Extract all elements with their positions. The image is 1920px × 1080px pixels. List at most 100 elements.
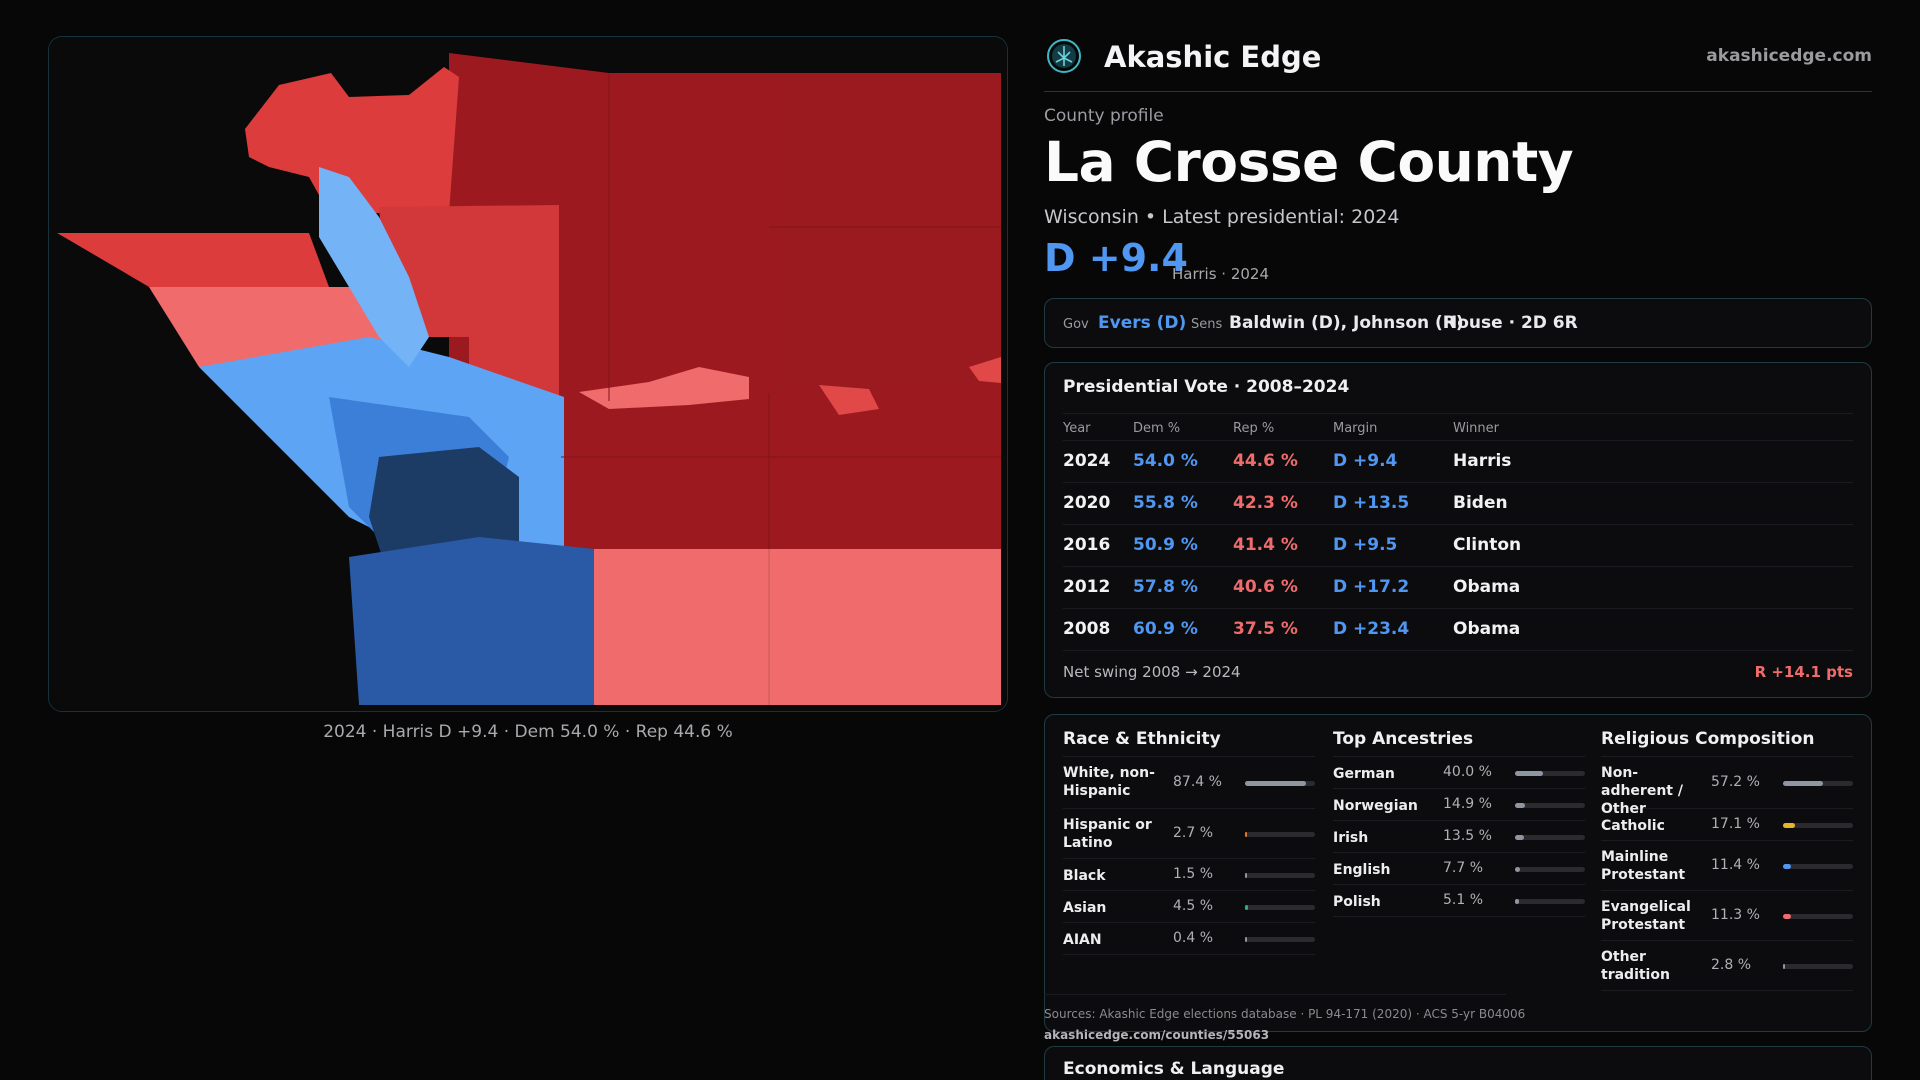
col-year: Year <box>1063 421 1091 436</box>
item-bar <box>1515 867 1585 872</box>
item-value: 57.2 % <box>1711 774 1760 790</box>
dem-cell: 50.9 % <box>1133 535 1198 555</box>
precinct-spot-1 <box>579 367 749 409</box>
item-value: 7.7 % <box>1443 860 1484 876</box>
col-margin: Margin <box>1333 421 1378 436</box>
list-item: Evangelical Protestant 11.3 % <box>1601 891 1853 941</box>
item-bar-fill <box>1515 835 1525 840</box>
rep-cell: 44.6 % <box>1233 451 1298 471</box>
race-rows: White, non-Hispanic 87.4 % Hispanic or Lat… <box>1063 757 1315 955</box>
economics-card: Economics & Language <box>1044 1046 1872 1080</box>
list-item: German 40.0 % <box>1333 757 1585 789</box>
presidential-vote-card: Presidential Vote · 2008–2024 Year Dem %… <box>1044 362 1872 698</box>
ancestry-rows: German 40.0 % Norwegian 14.9 % Irish 13.5 % En… <box>1333 757 1585 917</box>
table-row: 2020 55.8 % 42.3 % D +13.5 Biden <box>1063 483 1853 525</box>
net-swing-label: Net swing 2008 → 2024 <box>1063 663 1241 681</box>
county-precinct-map[interactable] <box>48 36 1008 712</box>
list-item: Polish 5.1 % <box>1333 885 1585 917</box>
table-row: 2016 50.9 % 41.4 % D +9.5 Clinton <box>1063 525 1853 567</box>
precinct-north-mid <box>769 73 1001 393</box>
rep-cell: 37.5 % <box>1233 619 1298 639</box>
vote-table-header: Year Dem % Rep % Margin Winner <box>1063 413 1853 441</box>
item-value: 0.4 % <box>1173 930 1214 946</box>
net-swing-value: R +14.1 pts <box>1754 663 1853 681</box>
sens-label: Sens <box>1191 317 1223 332</box>
item-bar-fill <box>1245 905 1249 910</box>
item-value: 40.0 % <box>1443 764 1492 780</box>
page-eyebrow: County profile <box>1044 106 1164 126</box>
dem-cell: 57.8 % <box>1133 577 1198 597</box>
item-label: Non-adherent / Other <box>1601 765 1683 817</box>
winner-cell: Obama <box>1453 619 1521 639</box>
list-item: Catholic 17.1 % <box>1601 809 1853 841</box>
list-item: Norwegian 14.9 % <box>1333 789 1585 821</box>
item-bar <box>1783 964 1853 969</box>
col-winner: Winner <box>1453 421 1500 436</box>
item-bar <box>1783 914 1853 919</box>
item-bar <box>1245 832 1315 837</box>
year-cell: 2020 <box>1063 493 1111 513</box>
item-bar-fill <box>1245 781 1307 786</box>
item-label: Other tradition <box>1601 949 1670 983</box>
ancestry-title: Top Ancestries <box>1333 729 1585 757</box>
sens-value: Baldwin (D), Johnson (R) <box>1229 313 1464 333</box>
precinct-river-blue <box>319 167 429 367</box>
religion-column: Religious Composition Non-adherent / Oth… <box>1601 729 1853 991</box>
list-item: Mainline Protestant 11.4 % <box>1601 841 1853 891</box>
item-bar-fill <box>1515 771 1543 776</box>
item-bar-fill <box>1245 937 1247 942</box>
dem-cell: 60.9 % <box>1133 619 1198 639</box>
year-cell: 2012 <box>1063 577 1111 597</box>
list-item: AIAN 0.4 % <box>1063 923 1315 955</box>
item-value: 11.4 % <box>1711 857 1760 873</box>
item-value: 5.1 % <box>1443 892 1484 908</box>
margin-cell: D +17.2 <box>1333 577 1410 597</box>
item-label: AIAN <box>1063 932 1102 948</box>
precinct-central-red <box>379 205 559 407</box>
item-bar <box>1245 873 1315 878</box>
winner-cell: Obama <box>1453 577 1521 597</box>
map-caption: 2024 · Harris D +9.4 · Dem 54.0 % · Rep … <box>323 722 733 742</box>
ancestry-column: Top Ancestries German 40.0 % Norwegian 14.9… <box>1333 729 1585 917</box>
rep-cell: 42.3 % <box>1233 493 1298 513</box>
rep-cell: 41.4 % <box>1233 535 1298 555</box>
table-row: 2008 60.9 % 37.5 % D +23.4 Obama <box>1063 609 1853 651</box>
precinct-west-red <box>57 233 329 287</box>
site-link[interactable]: akashicedge.com <box>1706 46 1872 66</box>
county-profile-panel: Akashic Edge akashicedge.com County prof… <box>1044 0 1872 1080</box>
item-value: 11.3 % <box>1711 907 1760 923</box>
item-value: 2.8 % <box>1711 957 1752 973</box>
economics-title: Economics & Language <box>1063 1059 1285 1079</box>
item-bar <box>1515 803 1585 808</box>
list-item: Black 1.5 % <box>1063 859 1315 891</box>
item-value: 2.7 % <box>1173 825 1214 841</box>
precinct-map-svg[interactable] <box>49 37 1008 712</box>
item-label: Irish <box>1333 830 1369 846</box>
item-value: 14.9 % <box>1443 796 1492 812</box>
list-item: Irish 13.5 % <box>1333 821 1585 853</box>
sources-link[interactable]: akashicedge.com/counties/55063 <box>1044 1028 1270 1042</box>
winner-cell: Harris <box>1453 451 1512 471</box>
item-bar-fill <box>1515 867 1521 872</box>
item-label: Polish <box>1333 894 1381 910</box>
item-bar-fill <box>1783 823 1795 828</box>
religion-rows: Non-adherent / Other 57.2 % Catholic 17.1 %… <box>1601 757 1853 991</box>
sources-note: Sources: Akashic Edge elections database… <box>1044 1004 1525 1046</box>
item-bar <box>1515 835 1585 840</box>
year-cell: 2016 <box>1063 535 1111 555</box>
item-bar <box>1515 899 1585 904</box>
table-row: 2024 54.0 % 44.6 % D +9.4 Harris <box>1063 441 1853 483</box>
year-cell: 2008 <box>1063 619 1111 639</box>
table-row: 2012 57.8 % 40.6 % D +17.2 Obama <box>1063 567 1853 609</box>
precinct-spot-3 <box>969 357 1001 383</box>
rep-cell: 40.6 % <box>1233 577 1298 597</box>
list-item: English 7.7 % <box>1333 853 1585 885</box>
officials-bar: Gov Evers (D) Sens Baldwin (D), Johnson … <box>1044 298 1872 348</box>
item-bar <box>1783 781 1853 786</box>
item-value: 17.1 % <box>1711 816 1760 832</box>
page-title: La Crosse County <box>1044 130 1574 194</box>
item-label: Black <box>1063 868 1106 884</box>
list-item: Other tradition 2.8 % <box>1601 941 1853 991</box>
col-rep: Rep % <box>1233 421 1275 436</box>
race-column: Race & Ethnicity White, non-Hispanic 87.4… <box>1063 729 1315 955</box>
